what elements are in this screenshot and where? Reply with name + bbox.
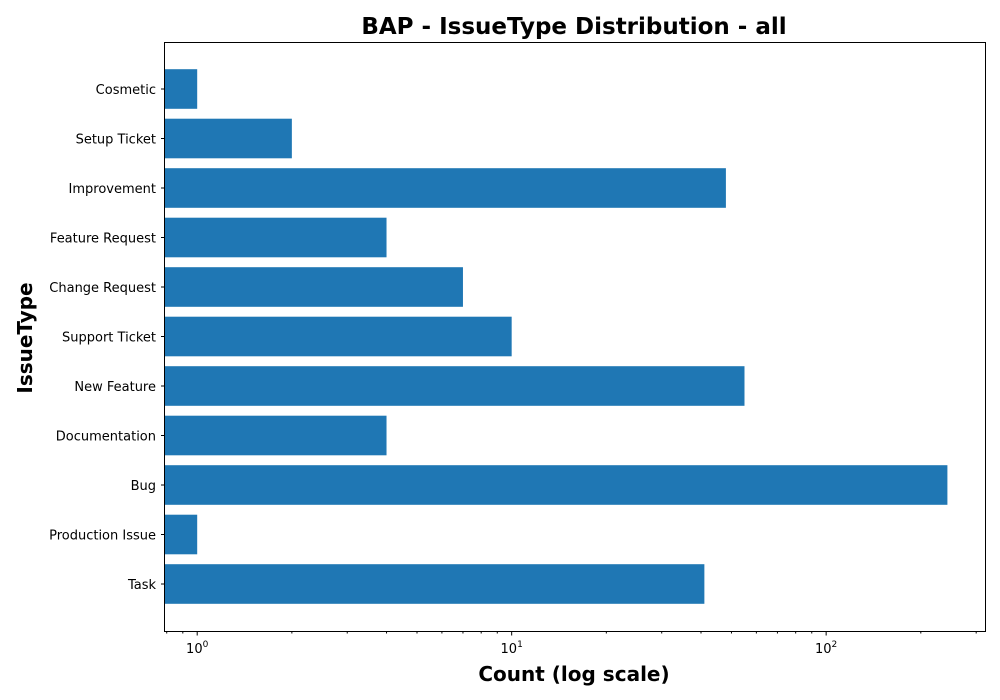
- y-tick-label: Change Request: [49, 281, 156, 296]
- x-tick-label: 100: [186, 640, 209, 657]
- y-axis: Cosmetic Setup Ticket Improvement Feature R…: [49, 83, 165, 593]
- y-tick-label: Bug: [131, 479, 156, 494]
- x-tick-label: 102: [815, 640, 837, 657]
- bar: [165, 465, 948, 505]
- bar: [165, 366, 745, 406]
- y-tick-label: Cosmetic: [96, 83, 156, 98]
- chart-title: BAP - IssueType Distribution - all: [361, 14, 786, 40]
- y-axis-label: IssueType: [13, 282, 37, 393]
- y-tick-label: Improvement: [69, 182, 156, 197]
- y-tick-label: Documentation: [56, 430, 156, 445]
- y-tick-label: New Feature: [74, 380, 156, 395]
- y-tick-label: Support Ticket: [62, 331, 156, 346]
- bar: [165, 69, 198, 109]
- bar: [165, 316, 512, 357]
- x-axis-label: Count (log scale): [478, 662, 669, 686]
- y-tick-label: Task: [127, 578, 157, 593]
- x-tick-label: 101: [501, 640, 523, 657]
- y-tick-label: Feature Request: [50, 232, 156, 247]
- bar: [165, 415, 387, 456]
- x-axis: 100 101 102: [166, 631, 977, 657]
- bar: [165, 118, 292, 159]
- bar: [165, 514, 198, 555]
- bar: [165, 168, 726, 208]
- bar: [165, 267, 463, 307]
- bar: [165, 564, 705, 604]
- bars-group: [165, 69, 948, 604]
- y-tick-label: Setup Ticket: [76, 133, 156, 148]
- bar: [165, 217, 387, 258]
- y-tick-label: Production Issue: [49, 529, 156, 544]
